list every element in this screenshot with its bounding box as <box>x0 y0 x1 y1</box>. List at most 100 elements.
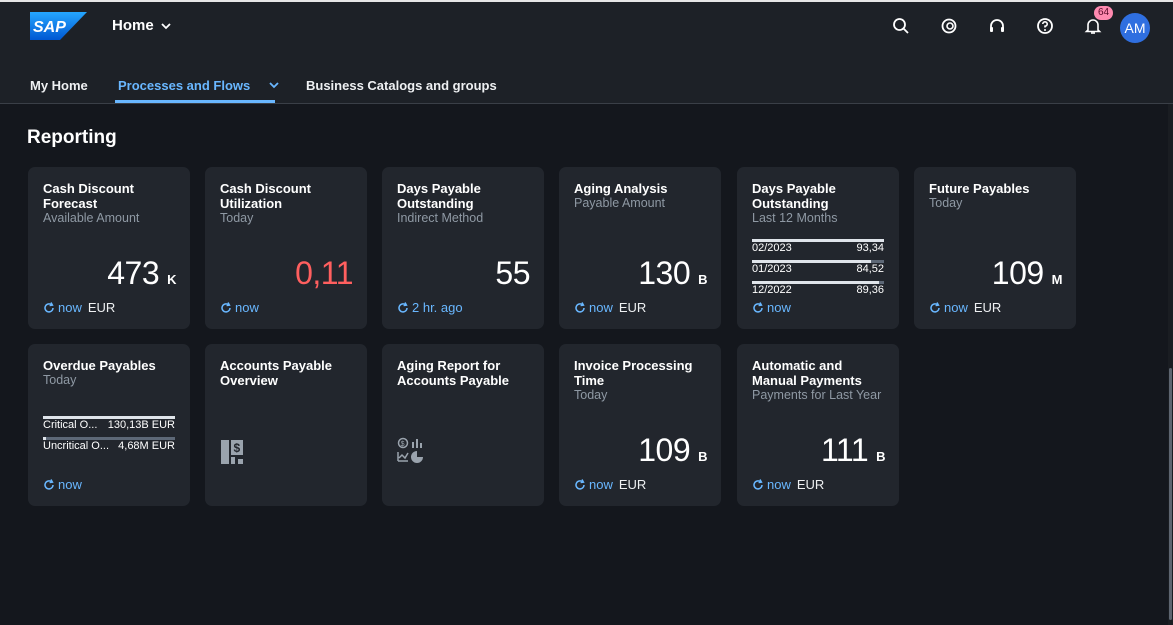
tile-footer: now <box>752 300 791 315</box>
active-tab-indicator <box>115 100 275 103</box>
tile-aging-report[interactable]: Aging Report for Accounts Payable $ <box>382 344 544 506</box>
refresh-icon <box>930 301 940 313</box>
tile-future-payables[interactable]: Future Payables Today 109 M now EUR <box>914 167 1076 329</box>
tab-processes-and-flows[interactable]: Processes and Flows <box>118 78 280 93</box>
row-value: 84,52 <box>856 263 884 275</box>
bell-icon[interactable] <box>1079 12 1107 40</box>
row-value: 93,34 <box>856 242 884 254</box>
joule-icon[interactable] <box>935 12 963 40</box>
refresh-indicator: now <box>752 300 791 315</box>
tile-days-payable-outstanding[interactable]: Days Payable Outstanding Indirect Method… <box>382 167 544 329</box>
kpi-value: 55 <box>495 255 530 291</box>
tile-overdue-payables[interactable]: Overdue Payables Today Critical O... 130,… <box>28 344 190 506</box>
refresh-text: now <box>58 300 82 315</box>
refresh-indicator: now <box>43 477 82 492</box>
comparison-rows: Critical O... 130,13B EUR Uncritical O...… <box>43 414 175 458</box>
comparison-bar-fill <box>752 281 879 284</box>
comparison-bar-fill <box>752 239 884 242</box>
tile-subtitle: Payable Amount <box>574 196 666 210</box>
chevron-down-icon <box>269 82 279 89</box>
kpi-scale: B <box>698 449 707 464</box>
comparison-row: 01/2023 84,52 <box>752 260 884 275</box>
tile-footer: now EUR <box>752 477 824 492</box>
tile-footer: now <box>43 477 82 492</box>
tile-accounts-payable-overview[interactable]: Accounts Payable Overview $ <box>205 344 367 506</box>
tab-business-catalogs[interactable]: Business Catalogs and groups <box>306 78 497 93</box>
kpi-number: 111 <box>820 432 869 468</box>
refresh-text: now <box>767 477 791 492</box>
home-menu[interactable]: Home <box>112 17 172 34</box>
refresh-icon <box>398 301 408 313</box>
avatar[interactable]: AM <box>1120 13 1150 43</box>
logo-text: SAP <box>33 19 66 36</box>
shell-divider <box>0 103 1173 104</box>
scrollbar-thumb[interactable] <box>1169 368 1172 620</box>
tile-footer: now EUR <box>574 300 646 315</box>
kpi-value: 111 B <box>820 432 886 475</box>
refresh-indicator: now <box>43 300 82 315</box>
comparison-bar <box>752 260 884 263</box>
tile-footer: 2 hr. ago <box>397 300 463 315</box>
comparison-bar <box>43 437 175 440</box>
tile-subtitle: Today <box>574 388 608 402</box>
kpi-number: 109 <box>638 432 691 468</box>
tile-aging-analysis[interactable]: Aging Analysis Payable Amount 130 B now … <box>559 167 721 329</box>
comparison-bar <box>752 239 884 242</box>
tile-dpo-last-12-months[interactable]: Days Payable Outstanding Last 12 Months … <box>737 167 899 329</box>
refresh-text: now <box>589 300 613 315</box>
kpi-value: 130 B <box>638 255 707 298</box>
tile-subtitle: Payments for Last Year <box>752 388 882 402</box>
analytics-icon: $ <box>397 437 423 463</box>
unit-text: EUR <box>618 477 647 492</box>
help-icon[interactable] <box>1031 12 1059 40</box>
svg-text:$: $ <box>234 441 241 455</box>
comparison-bar-fill <box>752 260 871 263</box>
tab-my-home[interactable]: My Home <box>30 78 88 93</box>
tile-invoice-processing-time[interactable]: Invoice Processing Time Today 109 B now … <box>559 344 721 506</box>
kpi-value: 109 B <box>638 432 707 475</box>
comparison-bar <box>752 281 884 284</box>
scrollbar-track[interactable] <box>1168 104 1173 625</box>
tile-cash-discount-forecast[interactable]: Cash Discount Forecast Available Amount … <box>28 167 190 329</box>
tile-title: Aging Report for Accounts Payable <box>397 358 509 388</box>
sap-logo[interactable]: SAP <box>30 12 87 40</box>
row-label: 12/2022 <box>752 284 792 296</box>
refresh-text: now <box>944 300 968 315</box>
tile-footer: now EUR <box>43 300 115 315</box>
tile-title: Invoice Processing Time <box>574 358 693 388</box>
comparison-bar-fill <box>43 437 46 440</box>
row-label: 01/2023 <box>752 263 792 275</box>
tile-automatic-manual-payments[interactable]: Automatic and Manual Payments Payments f… <box>737 344 899 506</box>
notification-badge: 64 <box>1094 6 1114 20</box>
headset-icon[interactable] <box>983 12 1011 40</box>
row-label: Critical O... <box>43 419 98 431</box>
tile-footer: now EUR <box>929 300 1001 315</box>
refresh-icon <box>753 478 763 490</box>
tile-cash-discount-utilization[interactable]: Cash Discount Utilization Today 0,11 now <box>205 167 367 329</box>
refresh-text: now <box>235 300 259 315</box>
tile-title: Days Payable Outstanding <box>752 181 836 211</box>
row-value: 4,68M EUR <box>118 440 175 452</box>
document-dollar-icon: $ <box>221 440 243 464</box>
refresh-icon <box>44 478 54 490</box>
shell-bar: SAP Home 64 AM My Home Processes and Flo… <box>0 0 1173 104</box>
tab-processes-label: Processes and Flows <box>118 78 251 93</box>
kpi-scale: K <box>167 272 176 287</box>
refresh-text: now <box>589 477 613 492</box>
tile-title: Days Payable Outstanding <box>397 181 481 211</box>
tile-subtitle: Available Amount <box>43 211 140 225</box>
tile-title: Future Payables <box>929 181 1030 196</box>
row-label: Uncritical O... <box>43 440 110 452</box>
tile-title: Automatic and Manual Payments <box>752 358 862 388</box>
svg-text:$: $ <box>401 441 405 448</box>
kpi-number: 109 <box>991 255 1044 291</box>
kpi-scale: B <box>698 272 707 287</box>
tile-subtitle: Last 12 Months <box>752 211 838 225</box>
refresh-icon <box>575 478 585 490</box>
home-label: Home <box>112 17 154 34</box>
refresh-indicator: now <box>929 300 968 315</box>
unit-text: EUR <box>618 300 647 315</box>
search-icon[interactable] <box>887 12 915 40</box>
comparison-bar <box>43 416 175 419</box>
comparison-bar-fill <box>43 416 175 419</box>
